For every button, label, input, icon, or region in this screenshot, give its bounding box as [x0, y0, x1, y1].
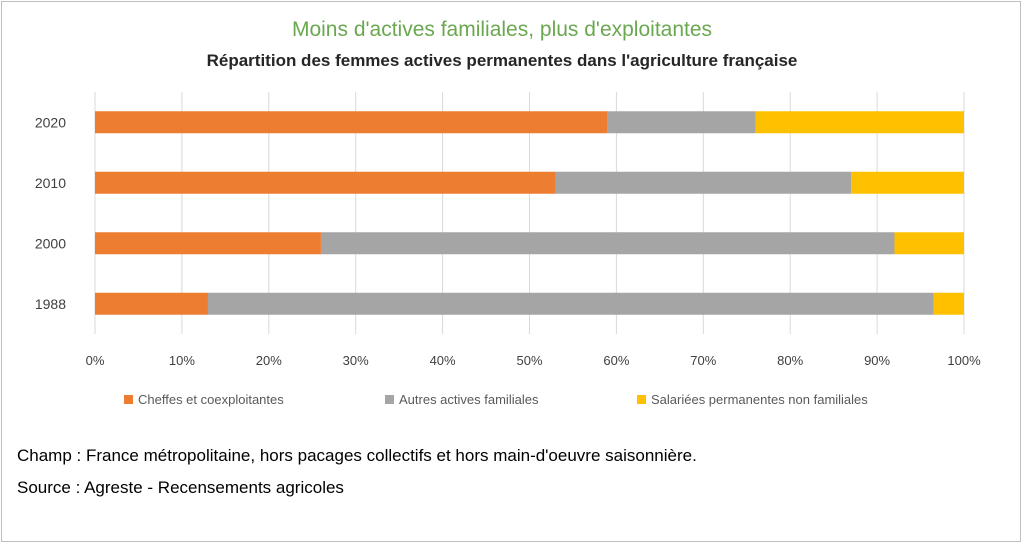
bar-segment-2000-salariees	[894, 232, 964, 255]
chart-subtitle: Répartition des femmes actives permanent…	[206, 51, 798, 70]
bar-segment-2020-cheffes	[95, 111, 608, 134]
bar-segment-2000-autres	[320, 232, 895, 255]
legend-label-cheffes: Cheffes et coexploitantes	[138, 392, 284, 407]
legend-swatch-cheffes	[124, 395, 133, 404]
bar-segment-1988-salariees	[933, 292, 964, 315]
x-tick-label: 0%	[86, 353, 105, 368]
legend-swatch-salariees	[637, 395, 646, 404]
bar-segment-1988-autres	[207, 292, 934, 315]
legend-item-salariees: Salariées permanentes non familiales	[637, 392, 868, 407]
bar-segment-2020-autres	[607, 111, 756, 134]
x-tick-label: 30%	[343, 353, 369, 368]
bar-segment-2010-autres	[555, 171, 852, 194]
note-source: Source : Agreste - Recensements agricole…	[17, 478, 344, 497]
legend-label-salariees: Salariées permanentes non familiales	[651, 392, 868, 407]
category-label: 2020	[35, 114, 66, 130]
category-label: 1988	[35, 296, 66, 312]
chart-legend: Cheffes et coexploitantes Autres actives…	[0, 392, 1024, 412]
x-tick-label: 100%	[947, 353, 981, 368]
x-tick-label: 90%	[864, 353, 890, 368]
legend-item-autres: Autres actives familiales	[385, 392, 538, 407]
x-tick-label: 10%	[169, 353, 195, 368]
x-tick-label: 80%	[777, 353, 803, 368]
x-tick-label: 60%	[603, 353, 629, 368]
x-tick-label: 50%	[516, 353, 542, 368]
legend-swatch-autres	[385, 395, 394, 404]
chart-title: Moins d'actives familiales, plus d'explo…	[291, 18, 713, 41]
note-champ: Champ : France métropolitaine, hors paca…	[17, 446, 697, 465]
bar-segment-2020-salariees	[755, 111, 964, 134]
bar-segment-2010-salariees	[851, 171, 964, 194]
legend-item-cheffes: Cheffes et coexploitantes	[124, 392, 284, 407]
category-label: 2000	[35, 235, 66, 251]
category-label: 2010	[35, 175, 66, 191]
x-tick-label: 70%	[690, 353, 716, 368]
bar-segment-2000-cheffes	[95, 232, 321, 255]
x-tick-label: 20%	[256, 353, 282, 368]
bar-segment-1988-cheffes	[95, 292, 208, 315]
legend-label-autres: Autres actives familiales	[399, 392, 539, 407]
bar-segment-2010-cheffes	[95, 171, 556, 194]
x-tick-label: 40%	[430, 353, 456, 368]
